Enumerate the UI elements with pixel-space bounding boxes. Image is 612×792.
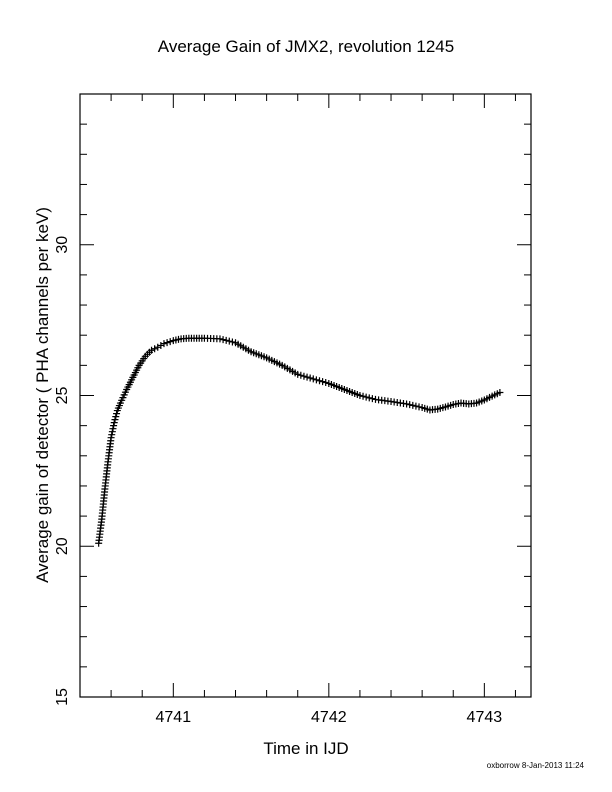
data-point <box>151 345 159 353</box>
data-point <box>356 392 364 399</box>
data-point <box>300 372 308 380</box>
data-point <box>297 371 305 379</box>
data-point <box>359 392 367 400</box>
data-point <box>110 419 118 427</box>
y-tick-label: 25 <box>54 387 71 405</box>
y-axis-label: Average gain of detector ( PHA channels … <box>33 207 52 583</box>
data-point <box>157 341 165 349</box>
data-point <box>294 370 302 378</box>
data-point <box>160 340 168 348</box>
data-point <box>225 337 233 345</box>
data-point <box>228 338 236 346</box>
data-point <box>303 373 311 381</box>
data-point <box>148 346 156 354</box>
data-point <box>312 376 320 384</box>
data-point <box>163 339 171 347</box>
x-axis-label: Time in IJD <box>263 739 348 758</box>
plot-frame <box>79 93 532 698</box>
data-point <box>406 401 414 409</box>
y-tick-label: 15 <box>54 688 71 706</box>
data-point <box>166 338 174 346</box>
data-point <box>403 400 411 408</box>
data-point <box>309 375 317 383</box>
chart-title: Average Gain of JMX2, revolution 1245 <box>158 37 454 56</box>
y-tick-label: 20 <box>54 537 71 555</box>
data-point <box>362 393 370 401</box>
data-point <box>107 434 115 442</box>
data-point <box>109 425 117 433</box>
data-point <box>113 410 121 418</box>
plot-area: 4741 4742 4743 15 20 25 30 <box>54 93 532 726</box>
data-point <box>306 374 314 382</box>
data-point <box>496 388 504 396</box>
y-tick-label: 30 <box>54 236 71 254</box>
data-point <box>112 413 120 421</box>
data-point <box>365 394 373 402</box>
data-point <box>368 395 376 403</box>
data-point <box>315 377 323 385</box>
x-tick-label: 4741 <box>156 709 192 726</box>
data-point <box>412 402 420 410</box>
data-point <box>108 428 116 436</box>
data-point <box>111 416 119 424</box>
credit-line: oxborrow 8-Jan-2013 11:24 <box>487 761 585 770</box>
x-tick-label: 4743 <box>467 709 503 726</box>
data-point <box>108 431 116 439</box>
data-point <box>322 379 330 387</box>
data-point <box>409 401 417 409</box>
x-tick-label: 4742 <box>311 709 347 726</box>
data-point <box>222 336 230 344</box>
data-point <box>219 336 227 344</box>
data-point <box>216 335 224 343</box>
data-point <box>110 422 118 430</box>
data-point <box>415 403 423 411</box>
data-point <box>154 343 162 351</box>
data-point <box>319 378 327 386</box>
